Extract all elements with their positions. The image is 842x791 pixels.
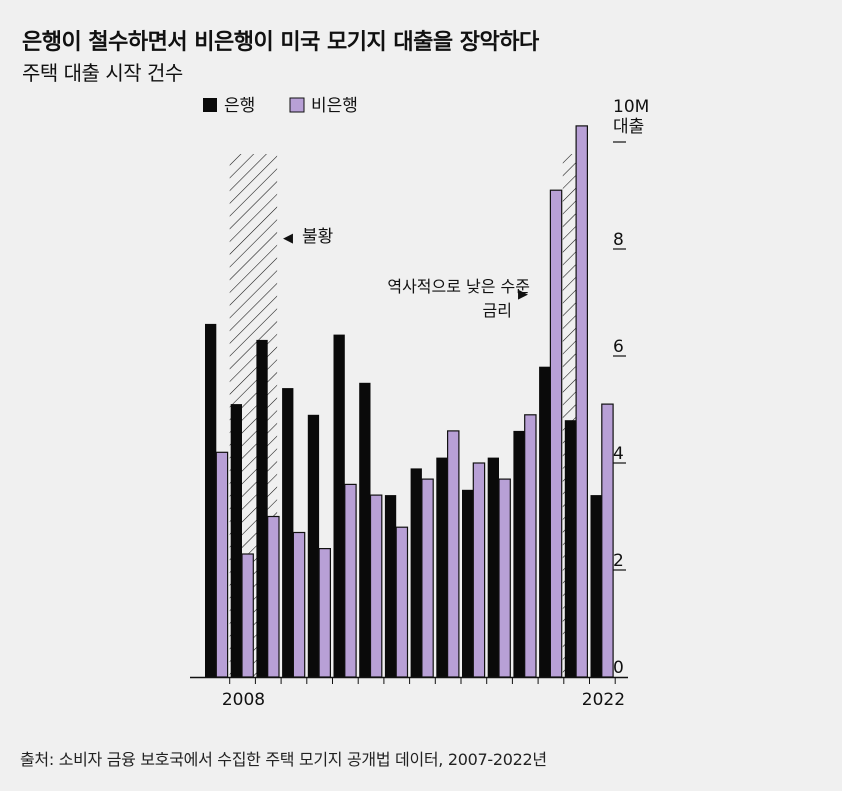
bar-bank-2013: [359, 382, 371, 678]
bar-nonbank-2011: [318, 547, 332, 678]
bar-bank-2010: [282, 388, 294, 677]
x-tick-label-2008: 2008: [222, 690, 265, 710]
bar-nonbank-2013: [369, 494, 383, 678]
bar-bank-2016: [436, 457, 448, 677]
bar-nonbank-2019: [524, 414, 537, 678]
bar-bank-2012: [333, 334, 345, 677]
bar-nonbank-2016: [447, 430, 460, 678]
annotation-low-rates-line2: 금리: [483, 301, 512, 320]
bar-nonbank-2018: [498, 478, 511, 678]
bar-nonbank-2020: [549, 189, 563, 678]
bar-bank-2017: [462, 489, 474, 678]
bar-nonbank-2021: [575, 125, 588, 678]
bar-bank-2015: [410, 468, 422, 677]
y-axis-unit-label: 대출: [613, 117, 644, 137]
bar-bank-2020: [539, 366, 551, 677]
legend-label-nonbank: 비은행: [311, 96, 358, 116]
bar-bank-2022: [590, 495, 602, 677]
bar-nonbank-2007: [215, 451, 229, 678]
legend-label-bank: 은행: [224, 96, 255, 116]
bar-nonbank-2008: [241, 553, 254, 678]
bar-nonbank-2014: [395, 526, 409, 678]
y-tick-label-4: 4: [613, 444, 624, 464]
legend-swatch-bank: [203, 98, 217, 112]
bar-bank-2007: [205, 323, 217, 677]
bar-bank-2011: [307, 414, 320, 677]
bar-bank-2018: [487, 457, 499, 677]
chart-title: 은행이 철수하면서 비은행이 미국 모기지 대출을 장악하다: [22, 30, 539, 55]
y-tick-label-0: 0: [613, 658, 624, 678]
bar-nonbank-2012: [344, 483, 357, 678]
low-rates-arrow-icon: ▶: [518, 287, 528, 302]
bar-nonbank-2015: [421, 478, 434, 678]
y-tick-label-2: 2: [613, 551, 624, 571]
legend-swatch-nonbank: [289, 97, 305, 113]
bar-bank-2019: [513, 430, 525, 677]
bar-nonbank-2022: [601, 403, 614, 678]
annotation-low-rates-line1: 역사적으로 낮은 수준: [387, 277, 530, 296]
y-axis-top-label: 10M: [613, 97, 649, 117]
bar-bank-2014: [384, 495, 397, 677]
bar-nonbank-2010: [292, 531, 306, 678]
bar-bank-2008: [230, 404, 242, 677]
chart-subtitle: 주택 대출 시작 건수: [22, 61, 183, 85]
recession-arrow-icon: ◀: [283, 231, 293, 246]
bar-bank-2021: [564, 420, 577, 677]
annotation-recession: 불황: [302, 227, 333, 247]
source-note: 출처: 소비자 금융 보호국에서 수집한 주택 모기지 공개법 데이터, 200…: [20, 750, 547, 769]
bar-nonbank-2009: [267, 515, 280, 678]
y-tick-label-8: 8: [613, 230, 624, 250]
x-tick-label-2022: 2022: [582, 690, 625, 710]
bar-nonbank-2017: [472, 462, 486, 678]
bar-bank-2009: [256, 339, 268, 677]
y-tick-label-6: 6: [613, 337, 624, 357]
